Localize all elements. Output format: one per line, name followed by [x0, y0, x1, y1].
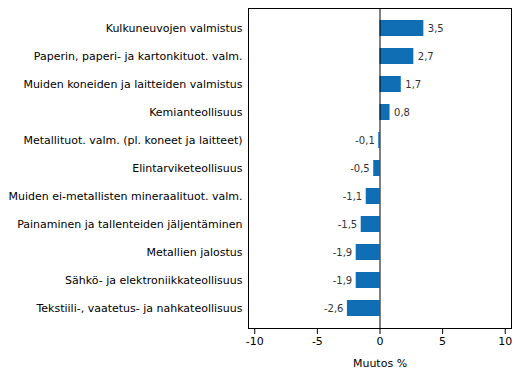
svg-text:0,8: 0,8 [394, 107, 410, 118]
svg-text:10: 10 [498, 335, 512, 348]
svg-text:2,7: 2,7 [418, 51, 434, 62]
svg-text:Metallituot. valm. (pl. koneet: Metallituot. valm. (pl. koneet ja laitte… [23, 134, 242, 147]
svg-text:Muiden koneiden ja laitteiden: Muiden koneiden ja laitteiden valmistus [23, 78, 242, 91]
svg-text:Tekstiili-, vaatetus- ja nahka: Tekstiili-, vaatetus- ja nahkateollisuus [35, 302, 242, 315]
svg-text:-10: -10 [246, 335, 264, 348]
svg-text:Elintarviketeollisuus: Elintarviketeollisuus [132, 162, 243, 175]
svg-text:-1,9: -1,9 [333, 275, 353, 286]
svg-text:Painaminen ja tallenteiden jäl: Painaminen ja tallenteiden jäljentäminen [17, 218, 242, 231]
svg-text:Metallien jalostus: Metallien jalostus [146, 246, 242, 259]
svg-text:5: 5 [439, 335, 446, 348]
svg-text:-0,5: -0,5 [350, 163, 370, 174]
svg-text:-1,1: -1,1 [343, 191, 363, 202]
svg-text:-0,1: -0,1 [355, 135, 375, 146]
svg-text:Kulkuneuvojen valmistus: Kulkuneuvojen valmistus [106, 22, 243, 35]
svg-text:Kemianteollisuus: Kemianteollisuus [149, 106, 243, 119]
svg-text:-1,5: -1,5 [338, 219, 358, 230]
svg-text:-5: -5 [312, 335, 323, 348]
svg-text:Paperin, paperi- ja kartonkitu: Paperin, paperi- ja kartonkituot. valm. [34, 50, 243, 63]
svg-text:Muutos %: Muutos % [353, 357, 407, 370]
svg-text:0: 0 [377, 335, 384, 348]
svg-text:1,7: 1,7 [405, 79, 421, 90]
svg-text:3,5: 3,5 [428, 23, 444, 34]
svg-text:-2,6: -2,6 [324, 303, 344, 314]
svg-text:-1,9: -1,9 [333, 247, 353, 258]
svg-text:Sähkö- ja elektroniikkateollis: Sähkö- ja elektroniikkateollisuus [65, 274, 243, 287]
svg-text:Muiden ei-metallisten mineraal: Muiden ei-metallisten mineraalituot. val… [9, 190, 243, 203]
